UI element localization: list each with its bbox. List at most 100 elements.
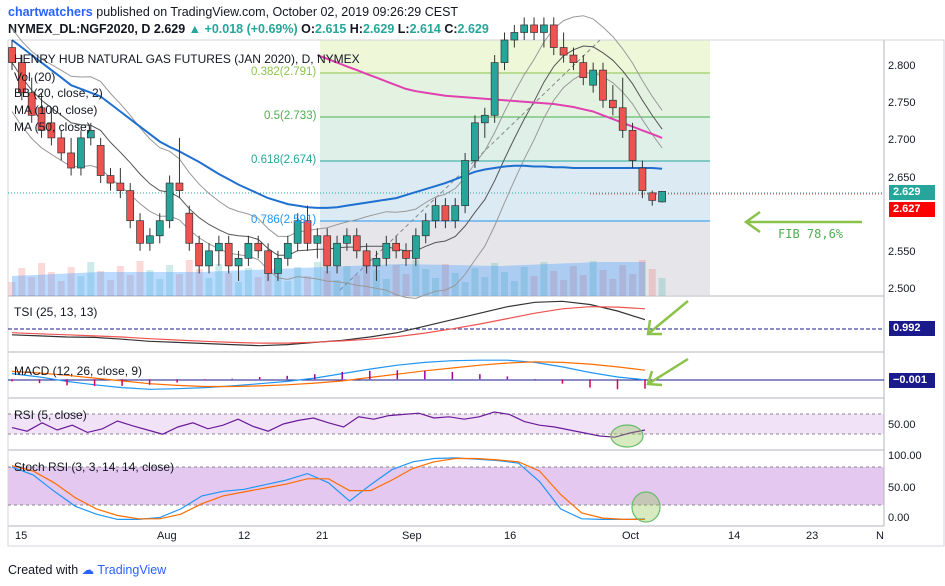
volume-bar [589,261,597,296]
volume-bar [175,274,183,296]
volume-bar [47,272,55,296]
volume-bar [481,277,489,296]
chart-frame [7,39,945,547]
ma50-line [11,39,663,209]
rsi-line [11,411,646,438]
volume-bar [432,278,440,296]
x-tick: Sep [402,530,422,542]
author-name[interactable]: chartwatchers [8,5,93,19]
volume-bar [67,267,75,296]
indicator-ma100[interactable]: MA (100, close) [14,103,98,117]
stoch-tick: 0.00 [888,512,910,524]
volume-bar [501,272,508,296]
volume-bar [235,282,243,296]
tsi-line [11,300,646,347]
candle-up [421,220,430,237]
candle-up [244,242,253,259]
volume-bar [560,280,568,296]
candle-down [37,107,46,131]
volume-bar [392,265,400,296]
volume-bar [57,281,65,296]
stoch-d-line [11,457,645,520]
stoch-label[interactable]: Stoch RSI (3, 3, 14, 14, close) [14,460,175,474]
volume-bar [274,272,282,296]
volume-bar [599,270,607,296]
macd-arrow-icon [646,357,689,387]
footer: Created with ☁ TradingView [8,562,166,577]
indicator-bb[interactable]: BB (20, close, 2) [14,86,103,100]
ohlc-close: 2.629 [457,22,489,36]
rsi-label[interactable]: RSI (5, close) [14,408,87,422]
indicator-vol[interactable]: Vol (20) [14,70,56,84]
candle-down [8,47,16,63]
volume-bar [28,277,36,296]
volume-bar [18,268,26,296]
ohlc-open-label: O: [301,22,316,36]
candle-up [510,32,519,41]
x-tick: Aug [157,530,177,542]
volume-bar [520,267,528,296]
fib-zone-500 [320,117,710,161]
candle-down [362,250,371,267]
volume-bar [363,261,371,296]
macd-value-badge: −0.001 [889,373,935,388]
candle-down [254,242,263,252]
ohlc-low: 2.614 [409,22,441,36]
volume-bar [471,268,479,296]
price-tick: 2.650 [888,172,916,184]
indicator-ma50[interactable]: MA (50, close) [14,120,91,134]
price-tick: 2.750 [888,97,916,109]
moving-averages [11,39,663,209]
candle-up [77,137,85,169]
last-price: 2.629 [153,22,186,36]
candle-up [86,130,95,139]
candle-up [451,205,460,222]
candle-down [136,220,144,244]
volume-bar [107,280,114,296]
candle-up [471,122,479,161]
macd-label[interactable]: MACD (12, 26, close, 9) [14,364,143,378]
volume-bar [77,276,85,296]
candle-down [530,24,538,33]
candle-down [599,69,607,101]
candle-up [333,242,341,267]
volume-bar [451,273,459,296]
x-tick: 21 [316,530,329,542]
fib-zone-top [320,40,710,73]
candle-down [264,250,272,274]
stoch-tick: 100.00 [888,450,922,462]
rsi-tick: 50.00 [888,419,916,431]
ma100-line [316,54,663,139]
volume-bar [569,266,577,296]
candle-down [559,47,568,56]
candle-down [638,167,647,191]
volume-bar [372,270,380,296]
fib-label-786: 0.786(2.591) [251,214,317,226]
candle-down [57,137,66,154]
tsi-signal-line [11,306,646,344]
candle-down [628,130,637,161]
volume-bar [422,269,430,296]
stoch-band [8,467,884,505]
volume-bar [225,273,233,296]
stoch-tick: 50.00 [888,482,916,494]
candle-down [323,235,332,267]
x-tick: 16 [504,530,517,542]
ohlc-close-label: C: [444,22,458,36]
volume-bar [510,281,518,296]
candle-up [274,258,282,274]
candle-down [579,62,588,78]
ohlc-open: 2.615 [315,22,347,36]
x-tick: 15 [15,530,28,542]
volume-bar [382,279,390,296]
x-tick: 14 [728,530,741,542]
tsi-label[interactable]: TSI (25, 13, 13) [14,305,98,319]
x-tick: 12 [238,530,251,542]
tradingview-brand[interactable]: TradingView [97,563,167,577]
macd-line [11,359,646,390]
volume-bar [540,262,548,296]
volume-bar [284,281,292,296]
volume-bar [215,264,223,296]
candle-down [618,107,627,131]
